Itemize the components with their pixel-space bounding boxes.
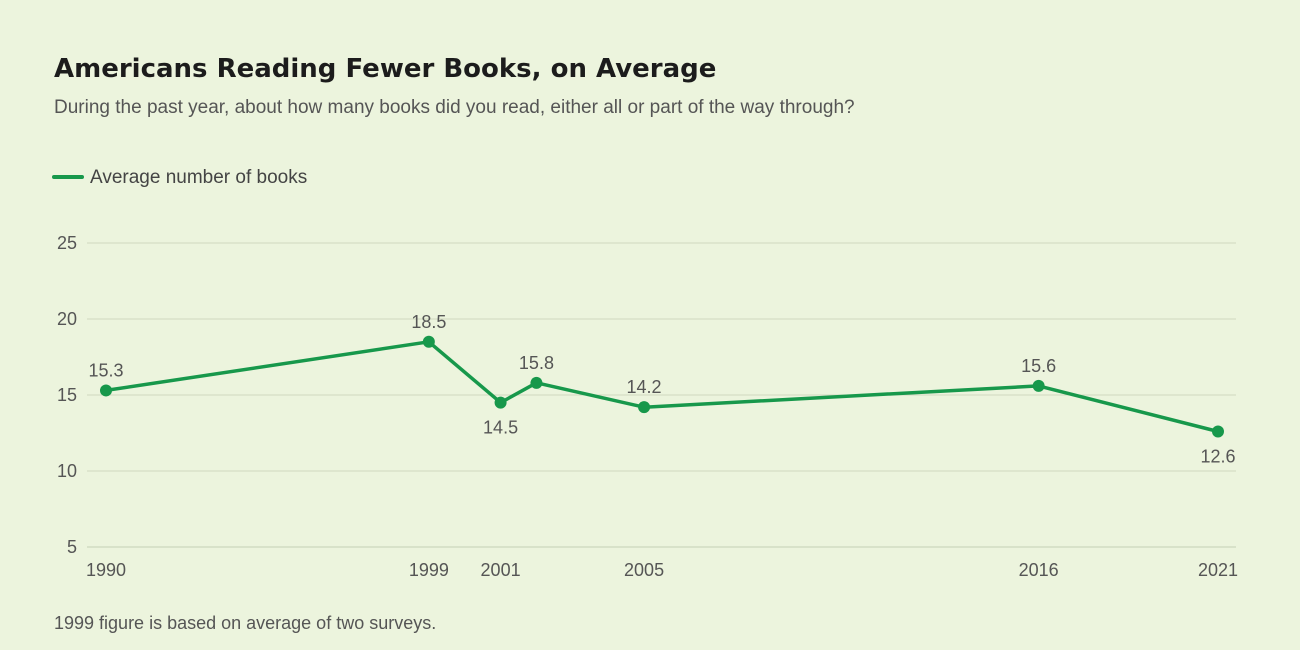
data-point bbox=[638, 401, 651, 414]
data-labels: 15.3 18.5 14.5 15.8 14.2 15.6 12.6 bbox=[88, 312, 1235, 467]
data-label: 15.6 bbox=[1021, 356, 1056, 376]
y-tick-label: 20 bbox=[57, 309, 77, 329]
y-tick-label: 25 bbox=[57, 233, 77, 253]
chart-note: 1999 figure is based on average of two s… bbox=[54, 613, 436, 633]
data-label: 12.6 bbox=[1200, 446, 1235, 466]
y-tick-label: 10 bbox=[57, 461, 77, 481]
data-label: 14.2 bbox=[627, 377, 662, 397]
data-label: 18.5 bbox=[411, 312, 446, 332]
y-axis-ticks: 5 10 15 20 25 bbox=[57, 233, 77, 557]
x-tick-label: 1990 bbox=[86, 560, 126, 580]
x-tick-label: 2005 bbox=[624, 560, 664, 580]
legend: Average number of books bbox=[52, 167, 307, 188]
x-tick-label: 2001 bbox=[481, 560, 521, 580]
data-label: 15.3 bbox=[88, 360, 123, 380]
data-point bbox=[494, 396, 507, 409]
data-label: 14.5 bbox=[483, 418, 518, 438]
x-tick-label: 1999 bbox=[409, 560, 449, 580]
chart-title: Americans Reading Fewer Books, on Averag… bbox=[54, 54, 716, 84]
legend-label: Average number of books bbox=[90, 167, 307, 188]
data-point bbox=[100, 384, 112, 397]
data-point bbox=[530, 376, 543, 389]
y-tick-label: 15 bbox=[57, 385, 77, 405]
data-label: 15.8 bbox=[519, 353, 554, 373]
data-point bbox=[1212, 425, 1224, 438]
chart-subtitle: During the past year, about how many boo… bbox=[54, 97, 855, 118]
data-point bbox=[422, 335, 435, 348]
series-layer bbox=[100, 335, 1224, 438]
y-tick-label: 5 bbox=[67, 537, 77, 557]
data-point bbox=[1032, 379, 1045, 392]
x-tick-label: 2016 bbox=[1019, 560, 1059, 580]
x-axis-ticks: 1990 1999 2001 2005 2016 2021 bbox=[86, 560, 1238, 580]
x-tick-label: 2021 bbox=[1198, 560, 1238, 580]
grid bbox=[87, 242, 1236, 548]
